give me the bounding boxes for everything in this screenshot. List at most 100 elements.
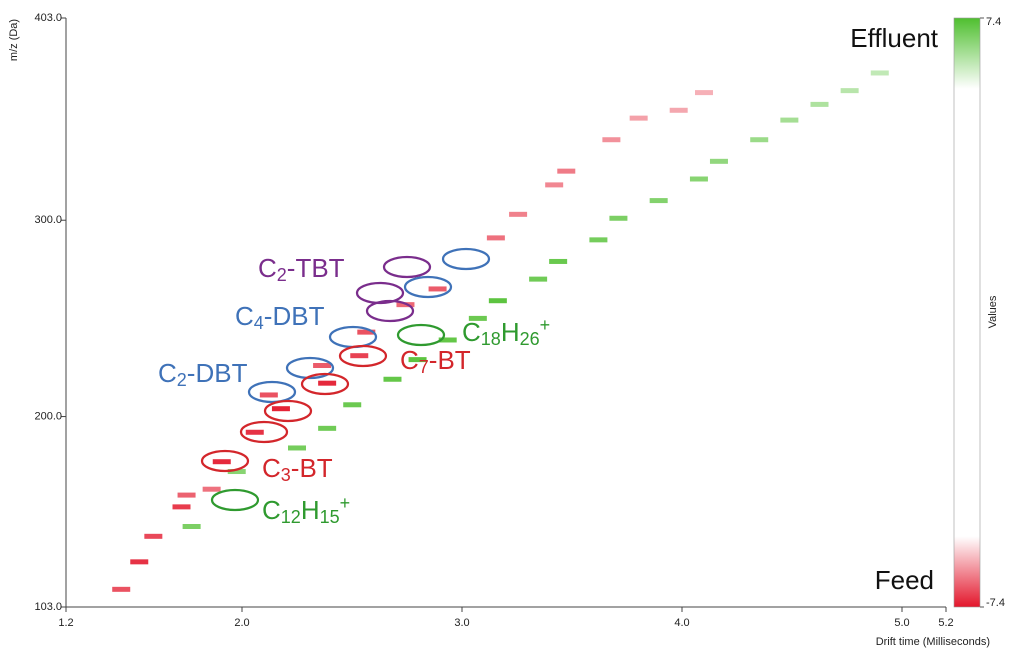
heat-cell — [589, 237, 608, 243]
annotation-ring — [300, 372, 350, 396]
annotation-ring — [285, 356, 335, 380]
heat-cell — [549, 258, 568, 264]
annotation-part: -BT — [429, 345, 471, 375]
y-tick-label: 103.0 — [34, 601, 62, 613]
annotation: C4-DBT — [235, 301, 325, 333]
heat-cell — [408, 357, 427, 363]
annotation-ring — [403, 275, 453, 299]
colorbar-tick-label: 7.4 — [986, 16, 1001, 28]
annotation-part: C — [262, 453, 281, 483]
heat-cell — [144, 533, 163, 539]
heat-cell — [112, 586, 131, 592]
x-tick-label: 5.2 — [938, 617, 953, 629]
heat-cell — [259, 392, 278, 398]
x-tick-label: 5.0 — [894, 617, 909, 629]
heat-cell — [428, 286, 447, 292]
cells — [112, 70, 889, 592]
heat-cell — [202, 486, 221, 492]
heat-cell — [695, 90, 713, 96]
heat-cell — [245, 429, 264, 435]
heat-cell — [649, 198, 668, 204]
x-axis-label: Drift time (Milliseconds) — [876, 636, 990, 648]
heat-cell — [318, 380, 337, 386]
annotation: C3-BT — [262, 453, 333, 485]
annotation-part: 3 — [281, 465, 291, 485]
annotation-part: 12 — [281, 507, 301, 527]
annotation-ring — [382, 255, 432, 279]
annotation-ring — [355, 281, 405, 305]
heat-cell — [780, 117, 799, 123]
annotation-part: C — [235, 301, 254, 331]
heat-cell — [227, 469, 246, 475]
annotation-part: -BT — [291, 453, 333, 483]
annotation-part: -DBT — [264, 301, 325, 331]
annotation-part: 26 — [520, 329, 540, 349]
heat-cell — [689, 176, 708, 182]
heat-cell — [486, 235, 505, 241]
annotation-ring — [328, 325, 378, 349]
annotation: C18H26+ — [462, 315, 550, 349]
heat-cell — [750, 137, 769, 143]
annotation: C7-BT — [400, 345, 471, 377]
corner-label: Effluent — [850, 23, 938, 53]
annotation-part: 2 — [277, 265, 287, 285]
heat-cell — [545, 182, 564, 188]
heat-cell — [509, 211, 528, 217]
colorbar-label: Values — [987, 295, 999, 328]
annotation-ring — [441, 247, 491, 271]
heat-cell — [350, 353, 369, 359]
annotation-ring — [338, 344, 388, 368]
heat-cell — [709, 158, 728, 164]
heat-cell — [629, 115, 648, 121]
annotation: C2-TBT — [258, 253, 345, 285]
y-tick-label: 200.0 — [34, 410, 62, 422]
heat-cell — [840, 88, 859, 94]
annotation-part: H — [301, 495, 320, 525]
annotation-part: + — [340, 493, 351, 513]
heat-cell — [529, 276, 548, 282]
x-tick-label: 4.0 — [674, 617, 689, 629]
heat-cell — [357, 329, 376, 335]
corner-label: Feed — [875, 565, 934, 595]
annotation-ring — [396, 323, 446, 347]
heat-cell — [488, 298, 507, 304]
heat-cell — [177, 492, 196, 498]
annotation-part: C — [258, 253, 277, 283]
annotation-part: 4 — [254, 313, 264, 333]
heat-cell — [212, 459, 231, 465]
colorbar — [953, 17, 981, 608]
annotation-part: 2 — [177, 370, 187, 390]
annotation-ring — [263, 399, 313, 423]
heat-cell — [468, 315, 487, 321]
annotation-part: 18 — [481, 329, 501, 349]
heat-cell — [318, 425, 337, 431]
x-tick-label: 1.2 — [58, 617, 73, 629]
annotation-part: C — [262, 495, 281, 525]
annotation-ring — [200, 449, 250, 473]
heat-cell — [609, 215, 628, 221]
heat-cell — [182, 524, 201, 530]
x-tick-label: 3.0 — [454, 617, 469, 629]
y-tick-label: 300.0 — [34, 214, 62, 226]
annotation-part: C — [462, 317, 481, 347]
heat-cell — [313, 363, 332, 369]
heat-cell — [383, 376, 402, 382]
y-tick-label: 403.0 — [34, 12, 62, 24]
x-tick-label: 2.0 — [234, 617, 249, 629]
heat-cell — [602, 137, 621, 143]
annotation-part: H — [501, 317, 520, 347]
heat-cell — [870, 70, 889, 76]
heat-cell — [288, 445, 306, 451]
annotation-ring — [365, 299, 415, 323]
heat-cell — [130, 559, 149, 565]
heat-cell — [343, 402, 362, 408]
heat-cell — [669, 107, 688, 113]
annotation-part: 7 — [419, 357, 429, 377]
annotation-part: 15 — [320, 507, 340, 527]
annotation-ring — [210, 488, 260, 512]
annotation-part: -TBT — [287, 253, 345, 283]
annotation: C2-DBT — [158, 358, 248, 390]
heat-cell — [271, 406, 290, 412]
annotation-ring — [247, 380, 297, 404]
